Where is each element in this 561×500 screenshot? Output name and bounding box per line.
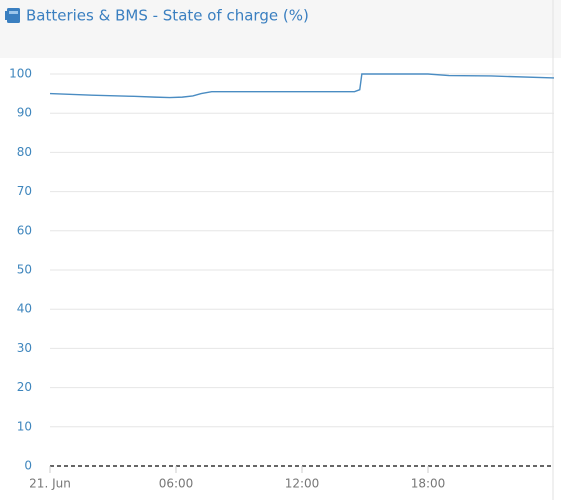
chart-title: Batteries & BMS - State of charge (%)	[26, 7, 309, 25]
y-tick-label: 60	[17, 223, 32, 237]
x-tick-label: 21. Jun	[29, 477, 71, 491]
y-tick-label: 10	[17, 419, 32, 433]
x-tick-label: 12:00	[285, 477, 320, 491]
y-tick-label: 50	[17, 263, 32, 277]
y-tick-label: 100	[9, 67, 32, 81]
header-background	[0, 0, 561, 58]
data-line	[49, 73, 555, 99]
y-tick-label: 70	[17, 184, 32, 198]
x-tick-label: 06:00	[159, 477, 194, 491]
battery-icon	[5, 8, 20, 23]
y-tick-label: 80	[17, 145, 32, 159]
y-tick-label: 0	[24, 459, 32, 473]
y-tick-label: 40	[17, 302, 32, 316]
y-tick-label: 30	[17, 341, 32, 355]
x-tick-label: 18:00	[411, 477, 446, 491]
y-tick-label: 90	[17, 106, 32, 120]
y-tick-label: 20	[17, 380, 32, 394]
